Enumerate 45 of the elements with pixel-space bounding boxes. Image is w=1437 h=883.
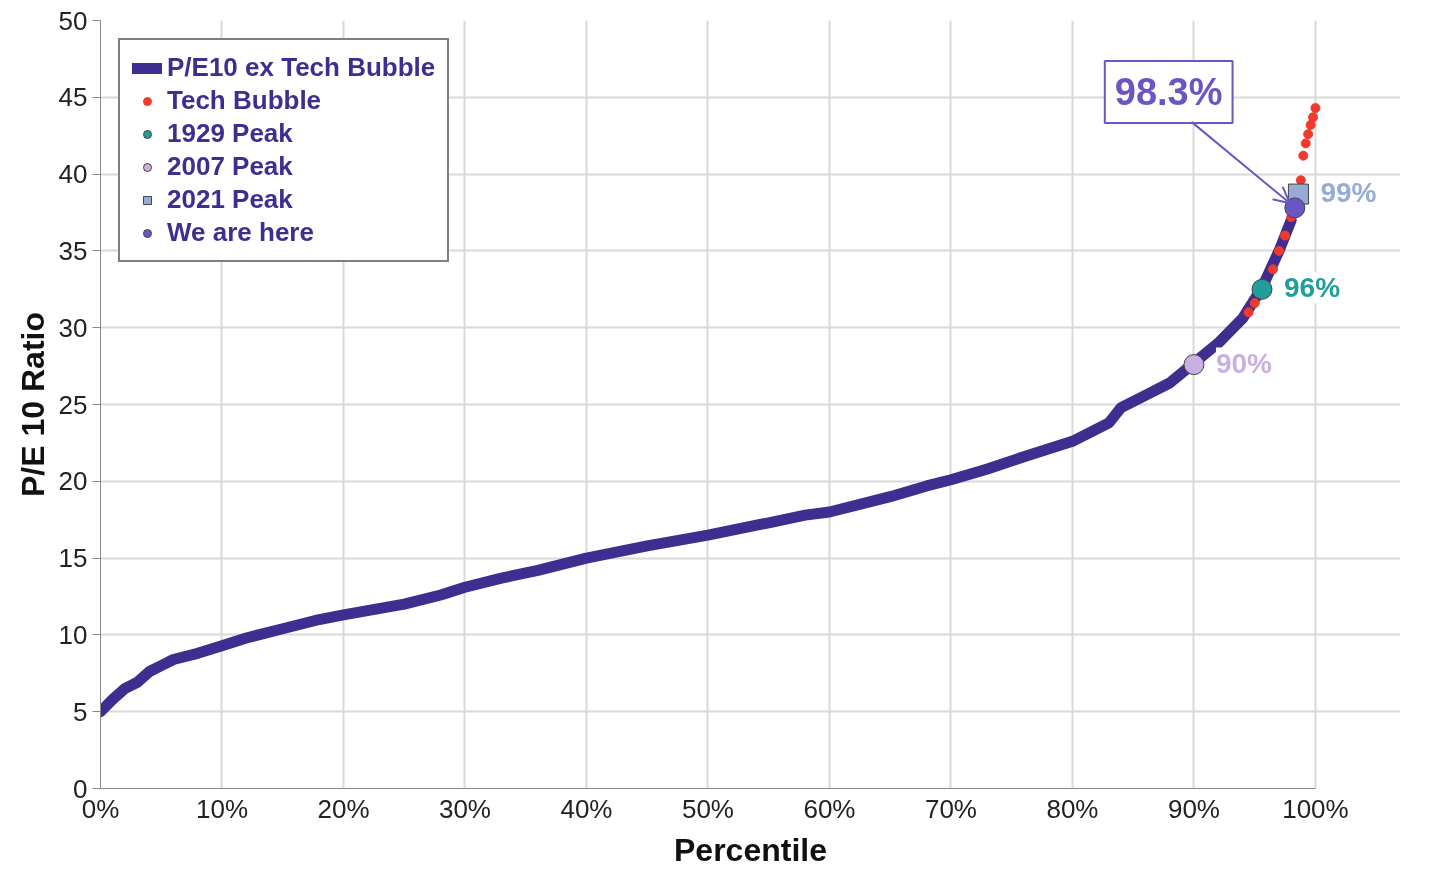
x-tick-label: 70% (924, 793, 977, 824)
y-tick-label: 40 (58, 159, 88, 190)
point (1284, 197, 1306, 219)
y-tick-label: 50 (58, 5, 88, 36)
annotation: 90% (1215, 347, 1273, 379)
y-tick-label: 20 (58, 466, 88, 497)
point (1183, 354, 1205, 376)
legend-label: 2007 Peak (167, 151, 293, 182)
y-tick-label: 15 (58, 543, 88, 574)
annotation: 96% (1284, 272, 1341, 304)
point (1251, 278, 1273, 300)
x-tick-label: 60% (803, 793, 856, 824)
y-tick-label: 35 (58, 235, 88, 266)
x-tick-label: 10% (195, 793, 249, 824)
point (1274, 245, 1284, 256)
x-tick-label: 20% (317, 793, 370, 824)
x-axis-title: Percentile (674, 831, 827, 868)
point (1280, 230, 1291, 241)
point (1303, 129, 1314, 140)
y-tick-label: 45 (58, 82, 88, 113)
y-tick-label: 10 (58, 619, 88, 650)
point (1310, 103, 1321, 114)
legend-label: We are here (167, 217, 314, 248)
point (1243, 307, 1254, 318)
x-tick-label: 30% (438, 793, 492, 824)
y-axis-title: P/E 10 Ratio (14, 312, 51, 497)
x-tick-label: 40% (560, 793, 613, 824)
legend-label: Tech Bubble (167, 85, 322, 116)
y-tick-label: 5 (73, 696, 88, 727)
annotation: 98.3% (1114, 70, 1223, 113)
x-tick-label: 90% (1167, 793, 1220, 824)
point (1300, 138, 1311, 149)
legend-label: P/E10 ex Tech Bubble (167, 52, 436, 83)
x-tick-label: 80% (1046, 793, 1099, 824)
point (1267, 264, 1278, 275)
point (1249, 298, 1260, 309)
x-tick-label: 50% (681, 793, 734, 824)
y-tick-label: 25 (58, 389, 88, 420)
point (1298, 150, 1309, 161)
legend-label: 1929 Peak (167, 118, 293, 149)
annotation: 99% (1320, 177, 1377, 209)
x-tick-label: 100% (1282, 793, 1349, 824)
y-tick-label: 30 (58, 312, 88, 343)
point (1308, 112, 1319, 123)
legend-label: 2021 Peak (167, 184, 293, 215)
